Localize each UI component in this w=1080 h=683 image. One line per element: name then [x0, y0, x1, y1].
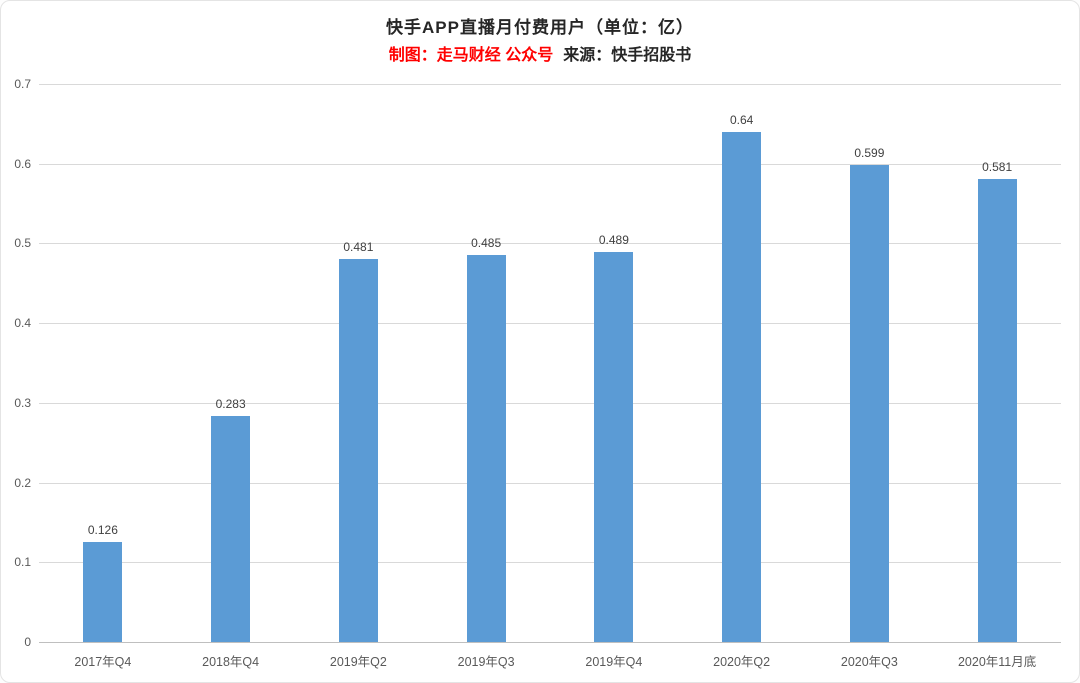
- y-axis-tick-label: 0.2: [14, 475, 31, 490]
- bar-column: 0.599: [806, 84, 934, 642]
- gridline: [39, 243, 1061, 245]
- x-axis-label: 2020年11月底: [957, 655, 1037, 669]
- bar-column: 0.283: [167, 84, 295, 642]
- bar-value-label: 0.126: [87, 522, 118, 537]
- y-axis-tick-label: 0.6: [14, 156, 31, 171]
- gridline: [39, 402, 1061, 404]
- bar: [211, 416, 251, 642]
- bar-chart: 0.126 0.283 0.481 0.485 0.489 0.64 0.599 0.581 …: [1, 77, 1079, 682]
- y-axis-tick-label: 0.5: [14, 236, 31, 251]
- chart-header: 快手APP直播月付费用户（单位：亿） 制图：走马财经 公众号 来源：快手招股书: [1, 1, 1079, 68]
- y-axis-tick-label: 0: [24, 635, 31, 649]
- x-axis-label: 2020年Q2: [713, 655, 771, 669]
- bar-column: 0.485: [422, 84, 550, 642]
- gridline: [39, 84, 1061, 85]
- x-axis-label: 2020年Q3: [840, 655, 898, 669]
- bar-column: 0.489: [550, 84, 678, 642]
- chart-title: 快手APP直播月付费用户（单位：亿）: [386, 18, 694, 37]
- y-axis-tick-label: 0.4: [14, 316, 31, 331]
- bar: [722, 131, 762, 642]
- y-axis-tick-label: 0.3: [14, 395, 31, 410]
- x-axis-line: [39, 642, 1061, 643]
- bar-value-label: 0.485: [471, 236, 502, 251]
- bar-column: 0.126: [39, 84, 167, 642]
- bar-value-label: 0.283: [215, 397, 246, 412]
- y-axis-tick-label: 0.1: [14, 555, 31, 570]
- chart-credit-source: 来源：快手招股书: [563, 47, 692, 64]
- bars-container: 0.126 0.283 0.481 0.485 0.489 0.64 0.599 0.581: [39, 84, 1061, 642]
- x-axis-label: 2019年Q3: [457, 655, 515, 669]
- bar: [466, 255, 506, 642]
- x-axis-label: 2017年Q4: [74, 655, 132, 669]
- plot-area: 0.126 0.283 0.481 0.485 0.489 0.64 0.599 0.581: [39, 84, 1061, 643]
- bar-value-label: 0.489: [598, 233, 629, 248]
- gridline: [39, 163, 1061, 165]
- x-axis-labels: 2017年Q4 2018年Q4 2019年Q2 2019年Q3 2019年Q4 2020年…: [39, 642, 1061, 670]
- x-axis-label: 2019年Q4: [585, 655, 643, 669]
- bar-value-label: 0.581: [982, 159, 1013, 174]
- bar-column: 0.64: [678, 84, 806, 642]
- chart-subtitle: 制图：走马财经 公众号 来源：快手招股书: [1, 44, 1079, 68]
- bar: [849, 164, 889, 642]
- bar: [977, 178, 1017, 642]
- bar-column: 0.581: [933, 84, 1061, 642]
- bar-value-label: 0.64: [729, 112, 754, 127]
- bar-value-label: 0.599: [854, 145, 885, 160]
- y-axis-tick-label: 0.7: [14, 77, 31, 91]
- gridline: [39, 323, 1061, 325]
- gridline: [39, 482, 1061, 484]
- x-axis-label: 2019年Q2: [329, 655, 387, 669]
- bar-column: 0.481: [295, 84, 423, 642]
- chart-credit-maker: 制图：走马财经 公众号: [388, 47, 554, 64]
- bar: [83, 541, 123, 642]
- bar-value-label: 0.481: [343, 239, 374, 254]
- bar: [338, 258, 378, 642]
- gridline: [39, 562, 1061, 564]
- bar: [594, 252, 634, 642]
- x-axis-label: 2018年Q4: [202, 655, 260, 669]
